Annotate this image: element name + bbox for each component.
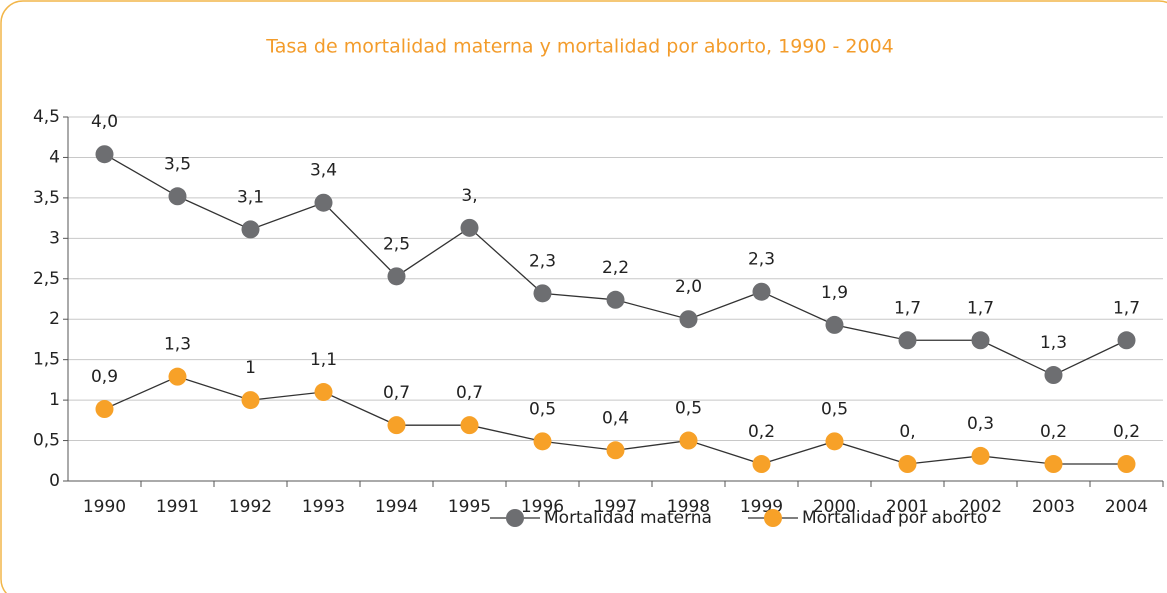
data-label: 0,5 (821, 399, 848, 419)
data-label: 1,7 (1113, 298, 1140, 318)
data-point (1117, 331, 1136, 350)
data-label: 1 (245, 358, 256, 378)
data-label: 0,2 (1113, 422, 1140, 442)
y-tick-label: 1,5 (33, 350, 60, 370)
x-tick-label: 2001 (886, 497, 929, 517)
data-label: 0,4 (602, 408, 629, 428)
y-tick-label: 0 (49, 471, 60, 491)
data-point (533, 284, 552, 303)
data-point (971, 331, 990, 350)
y-tick-label: 2 (49, 309, 60, 329)
data-point (95, 400, 114, 419)
data-point (1044, 455, 1063, 474)
data-label: 2,3 (529, 251, 556, 271)
y-tick-label: 4,5 (33, 107, 60, 127)
data-label: 1,9 (821, 283, 848, 303)
x-tick-label: 1992 (229, 497, 272, 517)
data-label: 3,5 (164, 154, 191, 174)
data-point (168, 187, 187, 206)
data-point (95, 145, 114, 164)
data-label: 2,2 (602, 258, 629, 278)
data-label: 0,5 (529, 399, 556, 419)
data-label: 4,0 (91, 112, 118, 132)
data-label: 2,0 (675, 277, 702, 297)
x-tick-label: 1993 (302, 497, 345, 517)
data-point (168, 367, 187, 386)
x-tick-label: 1996 (521, 497, 564, 517)
data-label: 2,3 (748, 250, 775, 270)
x-tick-label: 1991 (156, 497, 199, 517)
legend-marker (763, 509, 782, 527)
data-label: 1,7 (894, 298, 921, 318)
data-label: 0, (899, 422, 915, 442)
data-point (387, 416, 406, 435)
data-point (1117, 455, 1136, 474)
x-tick-label: 2004 (1105, 497, 1148, 517)
data-point (971, 446, 990, 465)
data-label: 0,7 (456, 383, 483, 403)
data-label: 0,3 (967, 414, 994, 434)
data-point (314, 193, 333, 212)
data-point (387, 267, 406, 286)
data-point (460, 416, 479, 435)
data-label: 1,7 (967, 298, 994, 318)
data-label: 1,3 (164, 335, 191, 355)
x-tick-label: 1997 (594, 497, 637, 517)
data-point (898, 455, 917, 474)
data-label: 0,2 (748, 422, 775, 442)
data-label: 1,1 (310, 350, 337, 370)
data-label: 1,3 (1040, 333, 1067, 353)
x-tick-label: 1995 (448, 497, 491, 517)
y-tick-label: 3,5 (33, 188, 60, 208)
legend-marker (506, 509, 524, 527)
data-point (679, 431, 698, 450)
data-label: 3,4 (310, 161, 337, 181)
data-label: 0,9 (91, 367, 118, 387)
x-tick-label: 2003 (1032, 497, 1075, 517)
x-tick-label: 1998 (667, 497, 710, 517)
data-point (679, 310, 698, 329)
y-tick-label: 1 (49, 390, 60, 410)
y-tick-label: 3 (49, 228, 60, 248)
data-point (460, 218, 479, 237)
data-point (752, 282, 771, 301)
data-point (533, 432, 552, 451)
data-point (898, 331, 917, 350)
data-label: 0,7 (383, 383, 410, 403)
data-label: 3,1 (237, 187, 264, 207)
data-point (825, 315, 844, 334)
data-point (606, 441, 625, 460)
data-point (606, 290, 625, 309)
chart-title: Tasa de mortalidad materna y mortalidad … (265, 36, 894, 58)
x-tick-label: 2002 (959, 497, 1002, 517)
legend-label: Mortalidad por aborto (802, 508, 987, 528)
y-tick-label: 4 (49, 147, 60, 167)
x-tick-label: 1994 (375, 497, 418, 517)
legend-label: Mortalidad materna (544, 508, 712, 528)
y-tick-label: 0,5 (33, 431, 60, 451)
data-label: 0,2 (1040, 422, 1067, 442)
data-label: 2,5 (383, 234, 410, 254)
data-point (241, 220, 260, 239)
data-label: 3, (461, 186, 477, 206)
data-point (1044, 366, 1063, 385)
data-point (241, 391, 260, 410)
data-point (825, 432, 844, 451)
data-label: 0,5 (675, 399, 702, 419)
data-point (314, 383, 333, 402)
data-point (752, 455, 771, 474)
x-tick-label: 2000 (813, 497, 856, 517)
y-tick-label: 2,5 (33, 269, 60, 289)
x-tick-label: 1990 (83, 497, 126, 517)
